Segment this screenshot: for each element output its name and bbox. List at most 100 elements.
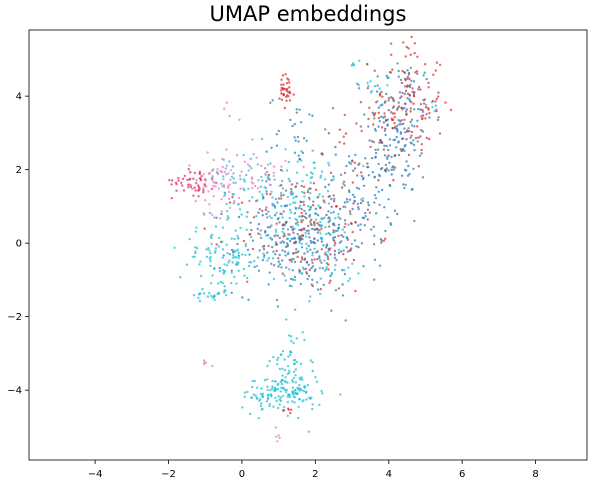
scatter-point: [277, 356, 280, 359]
scatter-point: [181, 184, 184, 187]
scatter-point: [408, 94, 411, 97]
scatter-point: [237, 251, 240, 254]
scatter-point: [291, 269, 294, 272]
scatter-point: [237, 237, 240, 240]
scatter-point: [228, 201, 232, 204]
scatter-point: [238, 208, 242, 211]
scatter-point: [218, 269, 222, 273]
scatter-point: [339, 217, 342, 220]
scatter-point: [342, 135, 345, 138]
scatter-point: [202, 187, 205, 190]
scatter-point: [328, 219, 332, 222]
scatter-point: [412, 80, 416, 83]
scatter-point: [357, 246, 360, 249]
scatter-point: [305, 398, 308, 401]
scatter-point: [416, 55, 419, 58]
scatter-point: [435, 97, 438, 101]
scatter-point: [188, 238, 191, 241]
scatter-point: [329, 233, 332, 236]
scatter-point: [378, 94, 382, 97]
scatter-point: [363, 113, 366, 116]
scatter-point: [366, 218, 369, 221]
scatter-point: [403, 92, 407, 96]
scatter-point: [266, 385, 269, 388]
scatter-point: [268, 359, 271, 363]
scatter-point: [194, 230, 197, 233]
scatter-point: [409, 83, 412, 87]
scatter-point: [309, 359, 312, 362]
scatter-point: [242, 239, 246, 243]
scatter-point: [383, 206, 386, 209]
scatter-point: [380, 239, 383, 242]
scatter-point: [298, 398, 301, 401]
scatter-point: [255, 386, 259, 389]
scatter-point: [293, 278, 297, 282]
scatter-point: [298, 207, 301, 210]
scatter-point: [409, 110, 412, 113]
scatter-point: [265, 190, 268, 193]
scatter-point: [222, 271, 226, 274]
scatter-point: [303, 386, 307, 389]
scatter-point: [327, 195, 330, 198]
scatter-point: [341, 268, 344, 272]
scatter-point: [316, 196, 319, 199]
scatter-point: [408, 85, 412, 89]
scatter-point: [287, 355, 290, 358]
scatter-point: [344, 132, 348, 135]
scatter-point: [437, 91, 440, 94]
scatter-point: [222, 178, 225, 181]
scatter-point: [419, 108, 422, 111]
scatter-point: [345, 198, 349, 201]
scatter-point: [297, 405, 300, 409]
scatter-point: [285, 388, 288, 392]
scatter-point: [401, 137, 405, 140]
scatter-point: [292, 231, 295, 234]
scatter-point: [311, 284, 314, 288]
scatter-point: [217, 245, 220, 248]
scatter-point: [337, 248, 341, 251]
scatter-point: [299, 260, 302, 263]
scatter-point: [308, 268, 311, 272]
scatter-point: [319, 292, 322, 296]
scatter-point: [227, 172, 230, 175]
scatter-point: [342, 235, 345, 238]
scatter-point: [267, 396, 270, 399]
scatter-point: [428, 111, 431, 115]
scatter-point: [434, 104, 438, 107]
scatter-point: [343, 113, 346, 117]
scatter-point: [287, 177, 290, 181]
scatter-point: [404, 183, 407, 186]
scatter-point: [232, 249, 236, 252]
scatter-point: [296, 392, 299, 395]
scatter-point: [293, 358, 297, 362]
scatter-point: [407, 73, 411, 76]
scatter-point: [295, 207, 298, 210]
scatter-point: [433, 110, 436, 113]
scatter-point: [309, 222, 313, 226]
scatter-point: [308, 396, 311, 399]
scatter-point: [282, 210, 285, 213]
scatter-point: [235, 282, 238, 285]
scatter-point: [363, 211, 367, 215]
scatter-point: [325, 244, 329, 247]
scatter-point: [415, 70, 419, 73]
scatter-point: [375, 90, 379, 93]
scatter-point: [308, 113, 311, 116]
scatter-point: [281, 259, 284, 262]
scatter-point: [311, 149, 314, 152]
scatter-point: [247, 169, 250, 172]
scatter-point: [318, 266, 322, 270]
scatter-point: [208, 249, 211, 252]
scatter-point: [316, 239, 319, 242]
scatter-point: [265, 170, 269, 174]
scatter-point: [220, 182, 223, 185]
scatter-point: [187, 186, 190, 189]
scatter-point: [421, 130, 425, 133]
scatter-point: [272, 165, 276, 168]
scatter-point: [241, 406, 244, 409]
scatter-point: [273, 178, 276, 181]
scatter-point: [230, 237, 233, 240]
scatter-point: [307, 263, 310, 266]
scatter-point: [209, 251, 212, 255]
scatter-point: [206, 151, 209, 154]
